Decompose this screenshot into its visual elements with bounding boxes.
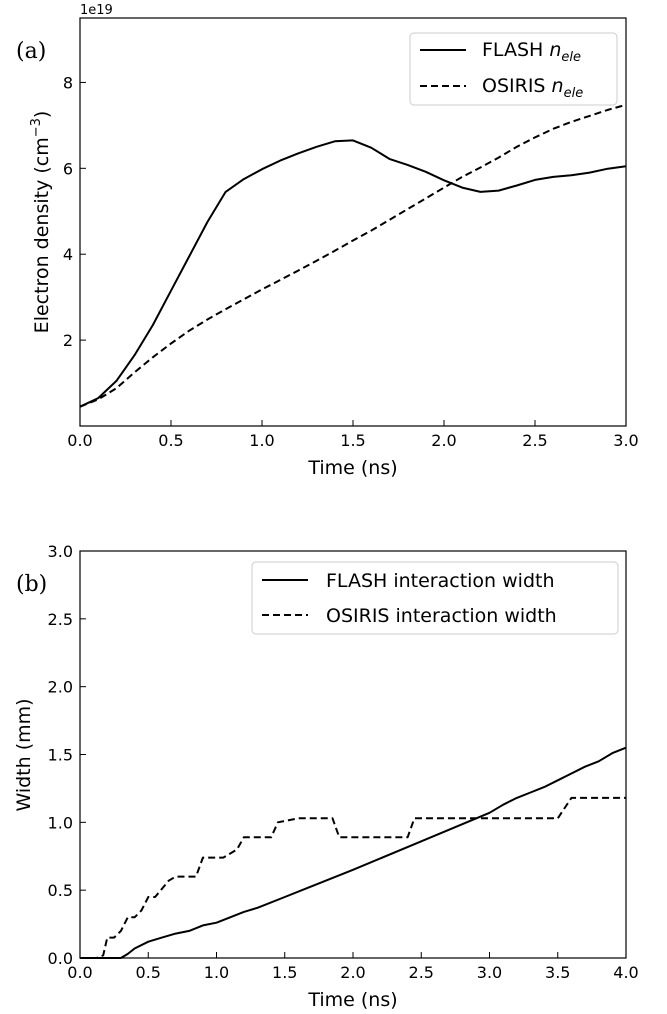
panel-a-y-label-close: )	[31, 111, 53, 118]
panel-a-y-tick-label: 4	[63, 245, 73, 264]
panel-b-series-line-flash	[80, 746, 627, 959]
panel-b-legend-box	[251, 561, 619, 635]
panel-b-y-tick-label: 1.0	[48, 813, 73, 832]
panel-a-series	[79, 103, 627, 408]
panel-a-y-label-superscript: −3	[29, 118, 44, 137]
legend-entry-osiris-width: OSIRIS interaction width	[326, 605, 557, 627]
legend-flash-density-subscript: ele	[561, 50, 581, 65]
panel-a-electron-density: 0.0 0.5 1.0 1.5 2.0 2.5 3.0 2 4 6 8 1e19 (a) Time …	[16, 3, 639, 479]
panel-b-x-tick-label: 2.0	[340, 963, 365, 982]
panel-b-x-tick-label: 1.0	[204, 963, 229, 982]
legend-osiris-density-math: n	[552, 75, 564, 97]
panel-a-x-tick-label: 3.0	[613, 431, 638, 450]
panel-a-y-tick-label: 2	[63, 331, 73, 350]
panel-b-x-tick-label: 3.0	[477, 963, 502, 982]
panel-b-interaction-width: 0.0 0.5 1.0 1.5 2.0 2.5 3.0 3.5 4.0 0.0 0.5 1.0 1.5 2…	[13, 542, 639, 1011]
panel-a-y-tick-label: 6	[63, 159, 73, 178]
panel-b-x-tick-label: 3.5	[545, 963, 570, 982]
panel-a-x-axis-label: Time (ns)	[307, 457, 397, 479]
panel-b-series-line-osiris	[80, 796, 626, 959]
panel-a-ticks: 0.0 0.5 1.0 1.5 2.0 2.5 3.0 2 4 6 8	[63, 73, 639, 450]
panel-b-legend: FLASH interaction width OSIRIS interacti…	[251, 561, 619, 635]
panel-b-y-tick-label: 2.0	[48, 678, 73, 697]
panel-a-x-tick-label: 2.0	[431, 431, 456, 450]
panel-b-y-tick-label: 1.5	[48, 746, 73, 765]
panel-a-y-axis-label: Electron density (cm−3)	[29, 111, 53, 334]
legend-osiris-density-subscript: ele	[564, 86, 584, 101]
legend-osiris-density-name: OSIRIS	[482, 75, 552, 97]
panel-a-offset-text: 1e19	[80, 3, 113, 18]
panel-b-series	[80, 746, 627, 959]
panel-b-y-axis-label: Width (mm)	[13, 698, 35, 811]
panel-a-x-tick-label: 0.0	[67, 431, 92, 450]
panel-b-x-tick-label: 1.5	[272, 963, 297, 982]
panel-b-y-tick-label: 0.0	[48, 949, 73, 968]
panel-b-x-axis-label: Time (ns)	[307, 989, 397, 1011]
panel-b-x-tick-label: 4.0	[613, 963, 638, 982]
panel-a-legend: FLASH nele OSIRIS nele	[409, 32, 618, 106]
panel-a-series-line-osiris	[79, 103, 627, 408]
panel-a-x-tick-label: 0.5	[158, 431, 183, 450]
panel-a-y-label-main: Electron density (cm	[31, 137, 53, 333]
panel-b-y-tick-label: 2.5	[48, 610, 73, 629]
legend-entry-flash-width: FLASH interaction width	[326, 570, 555, 592]
panel-b-x-tick-label: 0.5	[136, 963, 161, 982]
panel-b-label: (b)	[16, 572, 47, 597]
legend-flash-density-math: n	[549, 39, 561, 61]
panel-b-x-tick-label: 2.5	[409, 963, 434, 982]
panel-a-y-tick-label: 8	[63, 73, 73, 92]
legend-entry-osiris-density: OSIRIS nele	[482, 75, 583, 101]
panel-a-series-line-flash	[79, 139, 627, 408]
panel-b-ticks: 0.0 0.5 1.0 1.5 2.0 2.5 3.0 3.5 4.0 0.0 0.5 1.0 1.5 2…	[48, 542, 639, 982]
panel-b-x-tick-label: 0.0	[67, 963, 92, 982]
panel-a-label: (a)	[16, 39, 46, 64]
panel-b-y-tick-label: 3.0	[48, 542, 73, 561]
panel-a-x-tick-label: 1.0	[249, 431, 274, 450]
legend-flash-density-name: FLASH	[482, 39, 549, 61]
legend-entry-flash-density: FLASH nele	[482, 39, 581, 65]
panel-b-y-tick-label: 0.5	[48, 881, 73, 900]
panel-a-x-tick-label: 2.5	[522, 431, 547, 450]
panel-a-x-tick-label: 1.5	[340, 431, 365, 450]
